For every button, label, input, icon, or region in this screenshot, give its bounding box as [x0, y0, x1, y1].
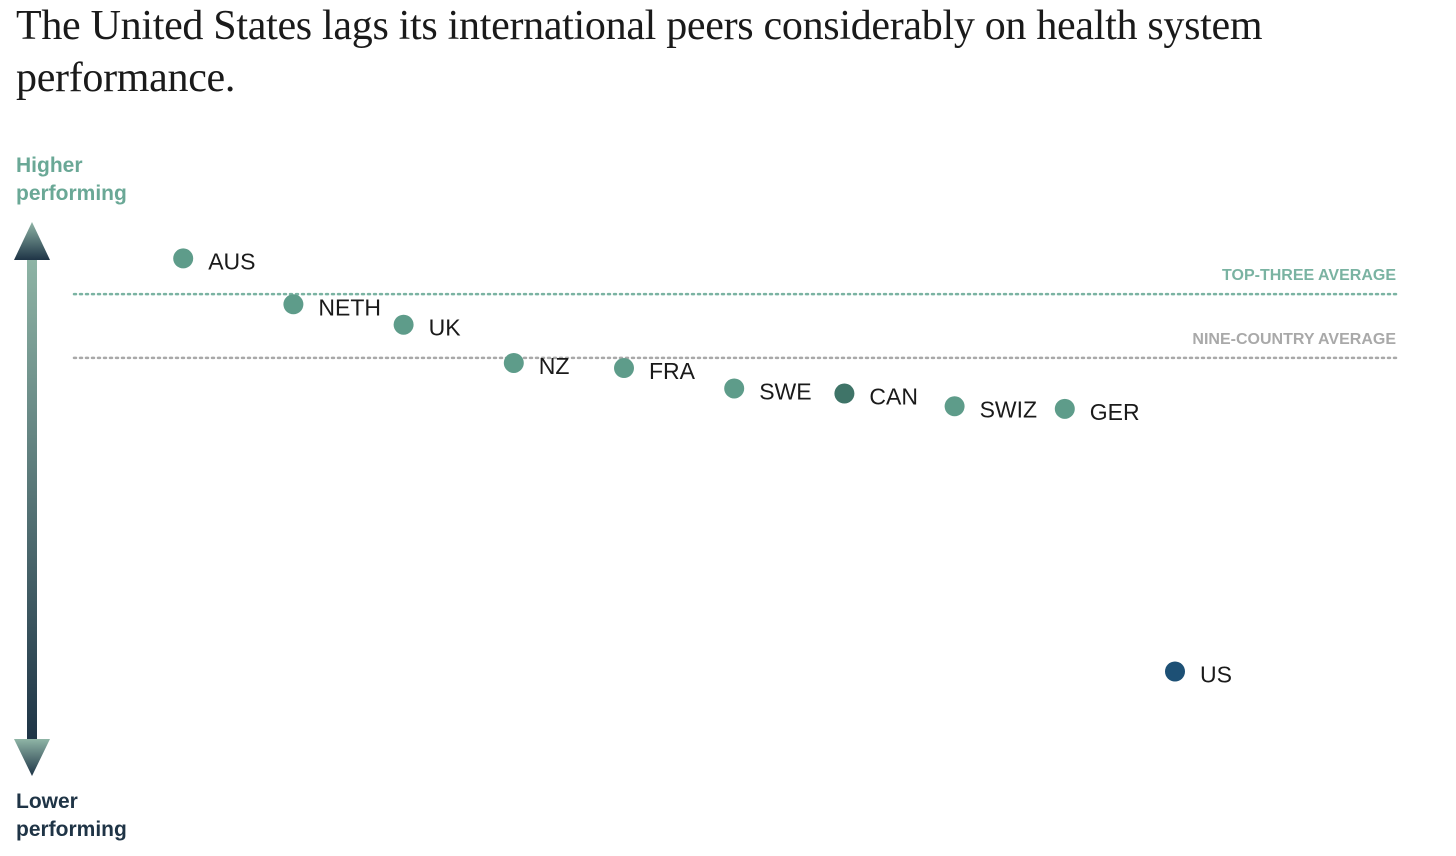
- point-fra: [614, 358, 634, 379]
- performance-arrow: [14, 222, 50, 776]
- lower-performing-label-line-1: Lower: [16, 790, 78, 813]
- point-label-fra: FRA: [649, 358, 696, 384]
- point-label-can: CAN: [869, 384, 918, 410]
- chart-title: The United States lags its international…: [16, 3, 1263, 101]
- point-nz: [503, 352, 524, 373]
- point-label-swe: SWE: [759, 378, 811, 404]
- top-three-average-label: TOP-THREE AVERAGE: [1222, 267, 1396, 284]
- nine-country-average-label: NINE-COUNTRY AVERAGE: [1192, 331, 1396, 348]
- country-points: AUS NETH UK NZ FRA SWE CAN SWIZ GER US: [173, 248, 1232, 688]
- higher-performing-label-line-1: Higher: [16, 154, 83, 177]
- point-label-swiz: SWIZ: [980, 396, 1038, 422]
- point-ger: [1054, 398, 1075, 419]
- lower-performing-label-line-2: performing: [16, 818, 127, 841]
- performance-arrow-up-icon: [14, 222, 50, 260]
- point-aus: [173, 248, 194, 269]
- performance-arrow-down-icon: [14, 739, 50, 776]
- higher-performing-label: Higher performing: [16, 152, 216, 208]
- higher-performing-label-line-2: performing: [16, 182, 127, 205]
- point-swe: [724, 378, 745, 399]
- point-label-ger: GER: [1090, 399, 1140, 425]
- reference-lines: TOP-THREE AVERAGE NINE-COUNTRY AVERAGE: [72, 267, 1398, 360]
- point-label-uk: UK: [429, 315, 462, 341]
- point-label-aus: AUS: [208, 248, 255, 274]
- point-us: [1165, 661, 1185, 682]
- performance-arrow-shaft: [27, 256, 37, 742]
- point-label-us: US: [1200, 662, 1232, 688]
- point-label-neth: NETH: [318, 294, 381, 320]
- point-neth: [283, 294, 304, 315]
- lower-performing-label: Lower performing: [16, 788, 216, 844]
- point-uk: [393, 314, 414, 335]
- point-label-nz: NZ: [539, 353, 570, 379]
- point-swiz: [944, 396, 965, 417]
- point-can: [834, 383, 855, 404]
